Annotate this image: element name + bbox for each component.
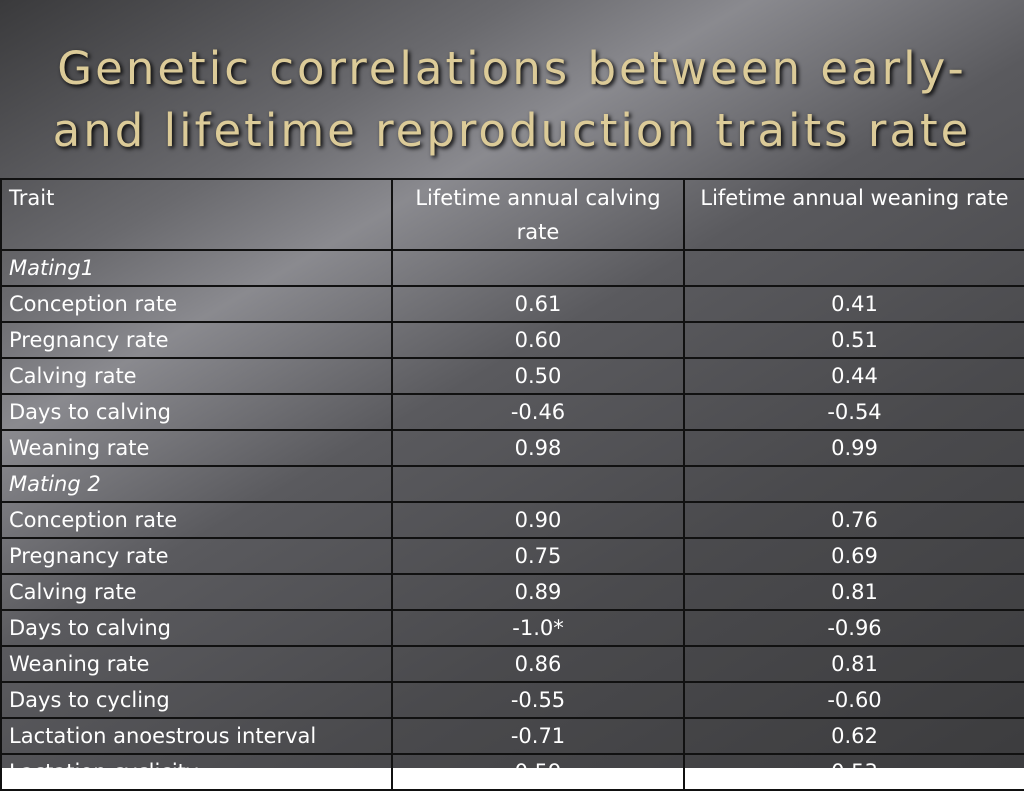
empty-cell	[683, 465, 1024, 503]
value-cell: 0.75	[391, 537, 685, 575]
value-cell: 0.44	[683, 357, 1024, 395]
slide-title: Genetic correlations between early- and …	[0, 38, 1024, 162]
value-cell: 0.90	[391, 501, 685, 539]
value-cell: 0.60	[391, 321, 685, 359]
trait-cell: Lactation cyclicity	[0, 753, 393, 791]
trait-cell: Days to calving	[0, 393, 393, 431]
value-cell: -0.71	[391, 717, 685, 755]
value-cell: 0.69	[683, 537, 1024, 575]
trait-cell: Lactation anoestrous interval	[0, 717, 393, 755]
value-cell: 0.89	[391, 573, 685, 611]
value-cell: 0.81	[683, 645, 1024, 683]
table-row: Conception rate 0.90 0.76	[0, 501, 1024, 539]
table-row: Calving rate 0.50 0.44	[0, 357, 1024, 395]
trait-cell: Days to cycling	[0, 681, 393, 719]
group-label: Mating1	[0, 249, 393, 287]
table-row: Calving rate 0.89 0.81	[0, 573, 1024, 611]
value-cell: 0.59	[391, 753, 685, 791]
table-row: Lactation cyclicity 0.59 0.53	[0, 753, 1024, 791]
trait-cell: Days to calving	[0, 609, 393, 647]
trait-cell: Conception rate	[0, 285, 393, 323]
group-row: Mating 2	[0, 465, 1024, 503]
table-row: Pregnancy rate 0.60 0.51	[0, 321, 1024, 359]
value-cell: 0.86	[391, 645, 685, 683]
trait-cell: Calving rate	[0, 573, 393, 611]
header-cell: Trait	[0, 178, 393, 251]
trait-cell: Conception rate	[0, 501, 393, 539]
empty-cell	[683, 249, 1024, 287]
table-row: Days to cycling -0.55 -0.60	[0, 681, 1024, 719]
table-row: Weaning rate 0.98 0.99	[0, 429, 1024, 467]
title-line: and lifetime reproduction traits rate	[52, 104, 972, 157]
value-cell: 0.62	[683, 717, 1024, 755]
group-label: Mating 2	[0, 465, 393, 503]
header-cell: Lifetime annual weaning rate	[683, 178, 1024, 251]
empty-cell	[391, 465, 685, 503]
value-cell: 0.99	[683, 429, 1024, 467]
trait-cell: Calving rate	[0, 357, 393, 395]
group-row: Mating1	[0, 249, 1024, 287]
empty-cell	[391, 249, 685, 287]
value-cell: 0.98	[391, 429, 685, 467]
value-cell: 0.41	[683, 285, 1024, 323]
header-row: Trait Lifetime annual calving rate Lifetim…	[0, 178, 1024, 251]
trait-cell: Pregnancy rate	[0, 321, 393, 359]
table-row: Days to calving -0.46 -0.54	[0, 393, 1024, 431]
value-cell: -1.0*	[391, 609, 685, 647]
trait-cell: Weaning rate	[0, 645, 393, 683]
value-cell: -0.54	[683, 393, 1024, 431]
trait-cell: Weaning rate	[0, 429, 393, 467]
value-cell: 0.51	[683, 321, 1024, 359]
value-cell: -0.96	[683, 609, 1024, 647]
table-row: Conception rate 0.61 0.41	[0, 285, 1024, 323]
header-cell: Lifetime annual calving rate	[391, 178, 685, 251]
table-row: Pregnancy rate 0.75 0.69	[0, 537, 1024, 575]
value-cell: 0.50	[391, 357, 685, 395]
title-line: Genetic correlations between early-	[57, 42, 967, 95]
value-cell: 0.76	[683, 501, 1024, 539]
value-cell: 0.61	[391, 285, 685, 323]
trait-cell: Pregnancy rate	[0, 537, 393, 575]
value-cell: -0.46	[391, 393, 685, 431]
table-row: Lactation anoestrous interval -0.71 0.62	[0, 717, 1024, 755]
value-cell: -0.60	[683, 681, 1024, 719]
table-row: Weaning rate 0.86 0.81	[0, 645, 1024, 683]
value-cell: 0.53	[683, 753, 1024, 791]
value-cell: 0.81	[683, 573, 1024, 611]
table-row: Days to calving -1.0* -0.96	[0, 609, 1024, 647]
data-table: Trait Lifetime annual calving rate Lifetim…	[0, 178, 1024, 791]
value-cell: -0.55	[391, 681, 685, 719]
